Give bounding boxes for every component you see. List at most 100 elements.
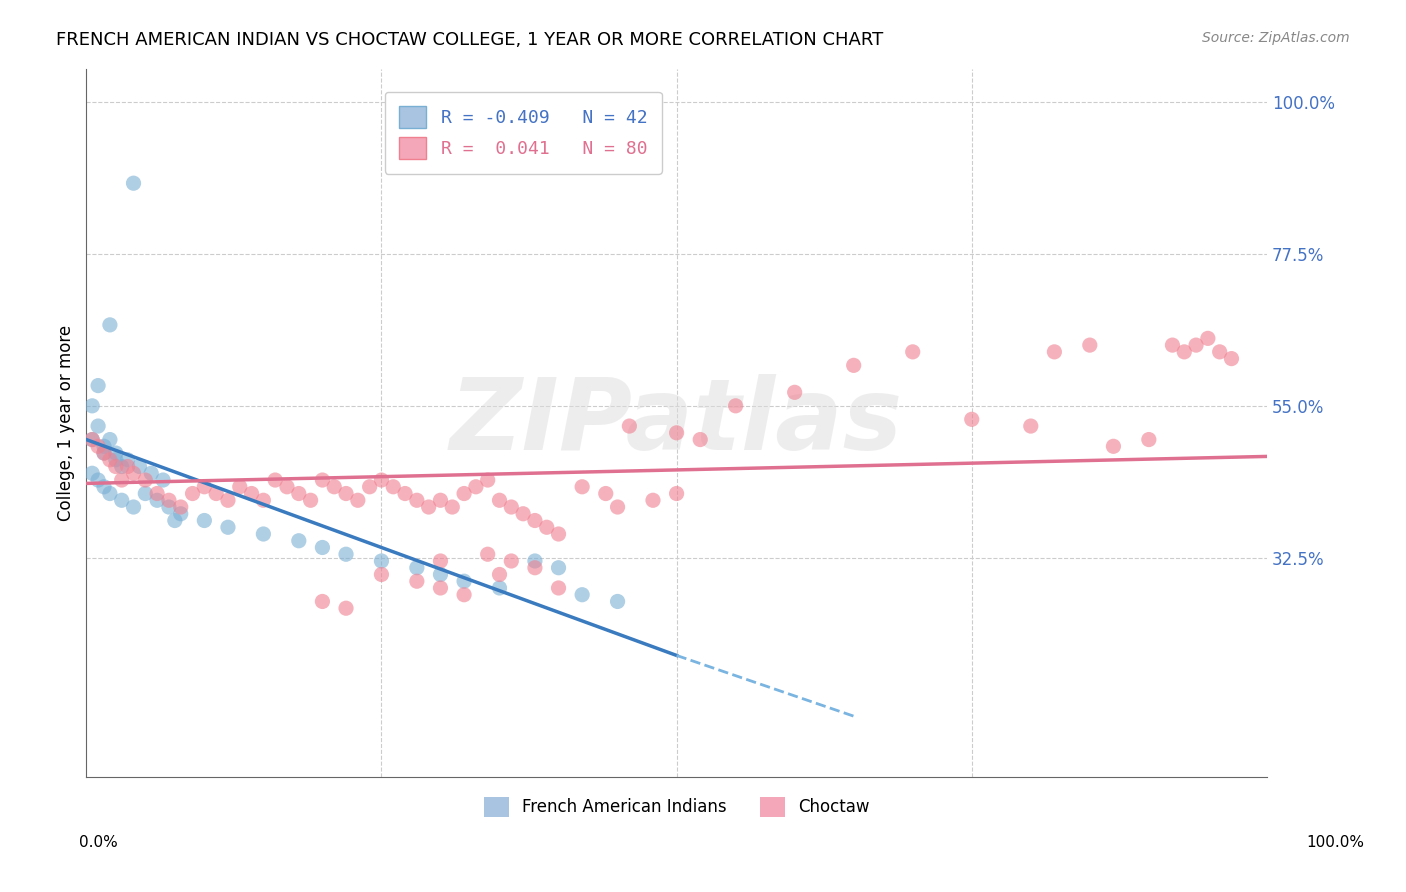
Point (595, 486, 617, 500)
Point (193, 514, 215, 528)
Point (619, 419, 641, 434)
Point (547, 560, 569, 574)
Point (405, 574, 427, 589)
Point (335, 486, 357, 500)
Point (146, 493, 169, 508)
Point (523, 514, 546, 528)
Point (901, 344, 924, 359)
Point (157, 500, 180, 514)
Point (689, 433, 711, 447)
Point (724, 399, 747, 413)
Point (1078, 338, 1101, 352)
Point (453, 486, 475, 500)
Point (98, 433, 121, 447)
Point (536, 520, 558, 534)
Point (87, 473, 110, 487)
Point (111, 473, 134, 487)
Point (1137, 433, 1160, 447)
Point (382, 480, 405, 494)
Point (547, 581, 569, 595)
Point (82, 467, 104, 481)
Point (523, 554, 546, 568)
Point (1161, 338, 1184, 352)
Point (111, 493, 134, 508)
Point (104, 452, 127, 467)
Point (122, 467, 145, 481)
Point (146, 486, 169, 500)
Point (441, 500, 464, 514)
Point (193, 480, 215, 494)
Point (1173, 344, 1195, 359)
Point (240, 486, 263, 500)
Point (429, 581, 451, 595)
Text: 0.0%: 0.0% (79, 836, 118, 850)
Point (606, 594, 628, 608)
Point (205, 486, 228, 500)
Point (141, 467, 163, 481)
Point (429, 567, 451, 582)
Point (264, 473, 287, 487)
Point (311, 473, 333, 487)
Point (783, 385, 806, 400)
Point (170, 507, 193, 521)
Point (501, 554, 523, 568)
Point (311, 541, 333, 555)
Point (98, 486, 121, 500)
Point (104, 446, 127, 460)
Point (98, 318, 121, 332)
Point (93, 446, 115, 460)
Point (217, 493, 239, 508)
Point (477, 473, 499, 487)
Point (82, 433, 104, 447)
Point (163, 514, 186, 528)
Point (1043, 344, 1066, 359)
Point (405, 493, 427, 508)
Point (464, 480, 486, 494)
Point (181, 486, 204, 500)
Point (429, 493, 451, 508)
Point (323, 480, 346, 494)
Point (429, 554, 451, 568)
Point (104, 459, 127, 474)
Point (405, 560, 427, 574)
Point (571, 480, 593, 494)
Point (1185, 338, 1208, 352)
Point (488, 581, 510, 595)
Point (370, 567, 392, 582)
Point (453, 574, 475, 589)
Point (299, 493, 322, 508)
Point (122, 500, 145, 514)
Point (501, 500, 523, 514)
Point (477, 547, 499, 561)
Point (665, 425, 688, 440)
Point (347, 493, 370, 508)
Point (87, 378, 110, 392)
Point (93, 480, 115, 494)
Point (117, 459, 139, 474)
Point (128, 459, 150, 474)
Point (276, 480, 298, 494)
Point (488, 567, 510, 582)
Point (547, 527, 569, 541)
Point (641, 493, 664, 508)
Point (111, 459, 134, 474)
Point (311, 594, 333, 608)
Point (87, 419, 110, 434)
Point (571, 588, 593, 602)
Text: ZIPatlas: ZIPatlas (450, 374, 903, 471)
Point (288, 486, 311, 500)
Point (488, 493, 510, 508)
Point (82, 399, 104, 413)
Point (1102, 439, 1125, 453)
Point (93, 439, 115, 453)
Point (394, 486, 416, 500)
Point (370, 473, 392, 487)
Point (93, 446, 115, 460)
Point (252, 493, 274, 508)
Point (512, 507, 534, 521)
Point (1197, 331, 1219, 345)
Y-axis label: College, 1 year or more: College, 1 year or more (58, 325, 75, 521)
Legend: French American Indians, Choctaw: French American Indians, Choctaw (475, 789, 877, 825)
Point (453, 588, 475, 602)
Point (217, 520, 239, 534)
